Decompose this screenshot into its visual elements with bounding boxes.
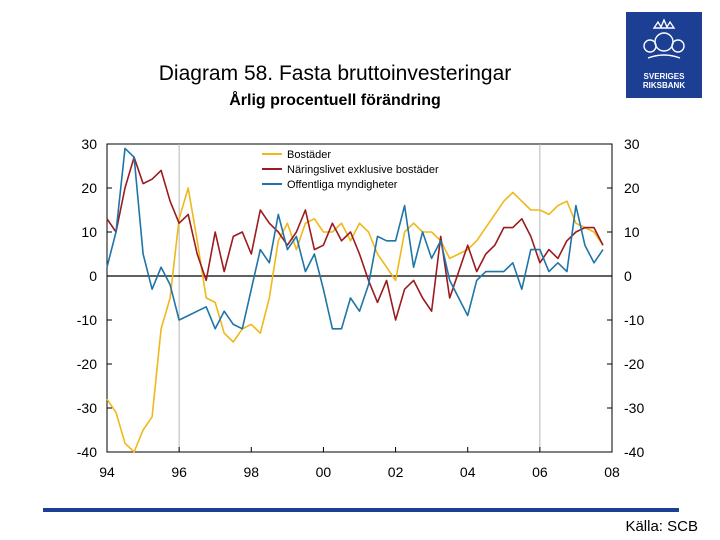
crown-emblem-icon xyxy=(643,18,685,59)
y-tick-label-right: -40 xyxy=(624,444,644,460)
y-tick-label-left: 30 xyxy=(81,136,97,152)
logo-line-1: SVERIGES xyxy=(643,72,685,81)
y-tick-label-right: -30 xyxy=(624,400,644,416)
y-tick-label-left: 10 xyxy=(81,224,97,240)
legend: Bostäder Näringslivet exklusive bostäder O… xyxy=(262,149,439,191)
series-line-1 xyxy=(106,187,604,453)
y-tick-label-left: 20 xyxy=(81,180,97,196)
series-line-2 xyxy=(106,156,604,321)
legend-label: Bostäder xyxy=(287,149,331,161)
y-tick-label-right: 30 xyxy=(624,136,640,152)
y-tick-label-left: -30 xyxy=(77,400,97,416)
x-tick-label: 06 xyxy=(532,464,548,480)
legend-label: Offentliga myndigheter xyxy=(287,179,398,191)
x-tick-label: 98 xyxy=(243,464,259,480)
footer-bar xyxy=(43,508,679,512)
legend-label: Näringslivet exklusive bostäder xyxy=(287,164,439,176)
plot-area xyxy=(106,143,613,453)
chart-subtitle: Årlig procentuell förändring xyxy=(229,92,441,109)
source-note: Källa: SCB xyxy=(625,518,698,535)
y-tick-label-left: -40 xyxy=(77,444,97,460)
x-tick-label: 94 xyxy=(99,464,115,480)
y-tick-label-left: 0 xyxy=(89,268,97,284)
x-tick-label: 02 xyxy=(388,464,404,480)
y-tick-label-right: 0 xyxy=(624,268,632,284)
x-tick-label: 04 xyxy=(460,464,476,480)
y-tick-label-left: -10 xyxy=(77,312,97,328)
y-tick-label-right: 10 xyxy=(624,224,640,240)
x-tick-label: 00 xyxy=(316,464,332,480)
x-tick-label: 08 xyxy=(604,464,620,480)
riksbank-logo: SVERIGES RIKSBANK xyxy=(626,12,702,98)
y-tick-label-left: -20 xyxy=(77,356,97,372)
logo-line-2: RIKSBANK xyxy=(642,81,686,90)
y-tick-label-right: -10 xyxy=(624,312,644,328)
chart-title: Diagram 58. Fasta bruttoinvesteringar xyxy=(158,62,512,85)
logo-wordmark: SVERIGES RIKSBANK xyxy=(626,72,702,90)
y-tick-label-right: -20 xyxy=(624,356,644,372)
series-line-3 xyxy=(106,147,604,330)
x-tick-label: 96 xyxy=(171,464,187,480)
y-tick-label-right: 20 xyxy=(624,180,640,196)
